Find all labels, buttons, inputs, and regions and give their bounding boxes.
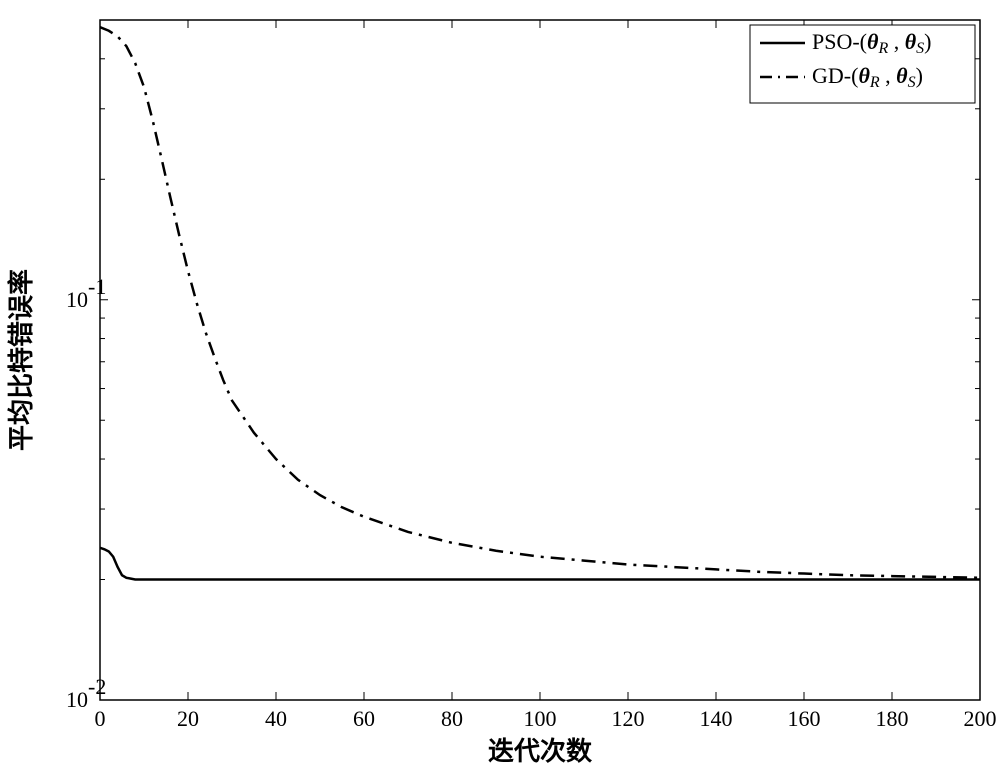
xtick-label: 0 — [95, 706, 106, 731]
series-GD — [100, 27, 980, 578]
xtick-label: 40 — [265, 706, 287, 731]
xtick-label: 120 — [612, 706, 645, 731]
y-axis-label: 平均比特错误率 — [6, 269, 36, 451]
xtick-label: 160 — [788, 706, 821, 731]
series-PSO — [100, 548, 980, 580]
xtick-label: 180 — [876, 706, 909, 731]
xtick-label: 60 — [353, 706, 375, 731]
xtick-label: 140 — [700, 706, 733, 731]
xtick-label: 20 — [177, 706, 199, 731]
xtick-label: 100 — [524, 706, 557, 731]
xtick-label: 80 — [441, 706, 463, 731]
legend-label: PSO-(θR , θS) — [812, 29, 931, 57]
x-axis-label: 迭代次数 — [488, 737, 593, 766]
svg-text:10: 10 — [66, 687, 88, 712]
legend-label: GD-(θR , θS) — [812, 63, 923, 91]
svg-text:-1: -1 — [88, 274, 106, 299]
xtick-label: 200 — [964, 706, 997, 731]
svg-text:-2: -2 — [88, 674, 106, 699]
svg-text:10: 10 — [66, 287, 88, 312]
plot-box — [100, 20, 980, 700]
line-chart: 02040608010012014016018020010-210-1迭代次数平… — [0, 0, 1000, 784]
